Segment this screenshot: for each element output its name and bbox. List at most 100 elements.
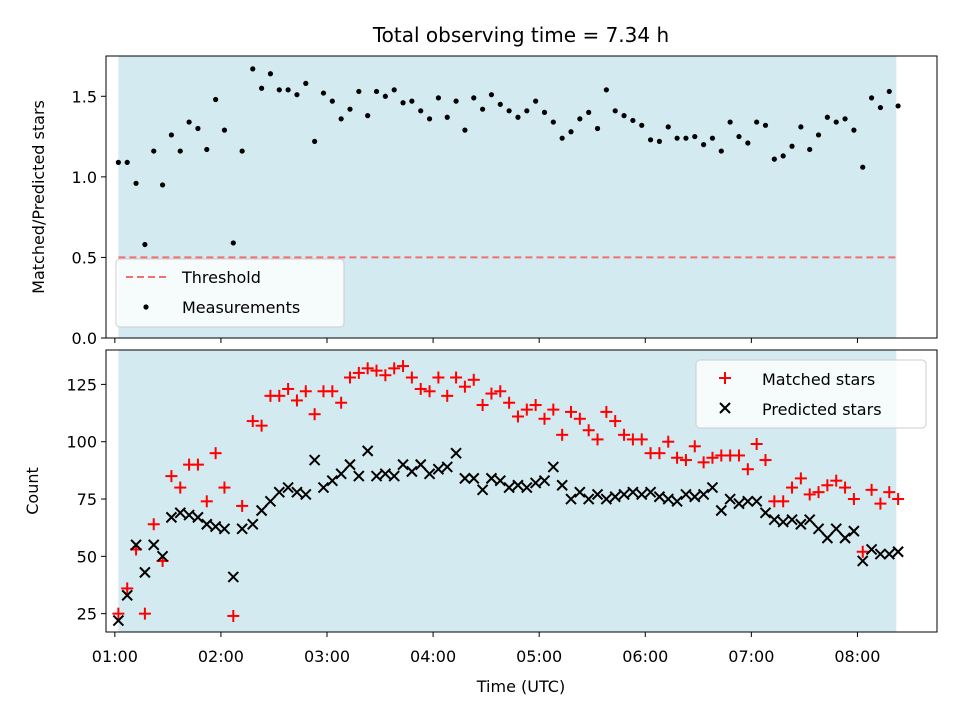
measurement-point: [168, 132, 175, 138]
matched-stars-point: [892, 493, 905, 506]
legend-matched-swatch: [719, 372, 731, 384]
matched-stars-point: [653, 447, 666, 460]
y-tick-label: 100: [66, 433, 97, 452]
matched-stars-point: [865, 483, 878, 496]
matched-stars-point: [441, 389, 454, 402]
predicted-stars-point: [450, 447, 462, 459]
measurement-point: [568, 129, 574, 135]
measurement-point: [798, 124, 804, 130]
predicted-stars-point: [503, 481, 515, 494]
measurement-point: [709, 135, 716, 141]
measurement-point: [338, 116, 344, 122]
measurement-point: [435, 95, 441, 101]
predicted-stars-point: [335, 468, 347, 480]
measurement-point: [159, 182, 166, 188]
predicted-stars-point: [821, 532, 834, 544]
measurement-point: [860, 164, 866, 170]
measurement-point: [541, 109, 548, 115]
predicted-stars-point: [209, 520, 222, 533]
matched-stars-point: [227, 609, 240, 622]
bottom-plot-frame: [105, 349, 938, 633]
measurement-point: [356, 88, 362, 95]
measurement-point: [347, 106, 353, 112]
matched-stars-point: [147, 518, 160, 531]
matched-stars-point: [856, 545, 869, 558]
measurement-point: [594, 125, 601, 132]
matched-stars-point: [494, 385, 507, 398]
top-y-axis: 0.0 0.5 1.0 1.5: [72, 87, 106, 348]
measurement-point: [851, 127, 857, 133]
matched-stars-point: [556, 428, 569, 441]
top-measurements-series: [115, 66, 901, 248]
measurement-point: [400, 100, 406, 106]
matched-stars-point: [671, 451, 684, 464]
x-tick-label: 06:00: [622, 647, 668, 666]
matched-stars-point: [759, 454, 772, 467]
measurement-point: [444, 114, 450, 120]
predicted-stars-point: [130, 539, 142, 551]
bottom-x-axis: 01:00 02:00 03:00 04:00 05:00 06:00 07:00 08:00: [92, 632, 880, 666]
measurement-point: [471, 95, 477, 101]
matched-stars-point: [777, 495, 790, 508]
matched-stars-point: [741, 463, 754, 476]
matched-stars-point: [635, 433, 648, 446]
matched-stars-point: [174, 481, 187, 494]
measurement-point: [133, 180, 139, 186]
measurement-point: [559, 135, 565, 141]
matched-stars-point: [511, 410, 524, 423]
matched-stars-point: [520, 403, 533, 416]
measurement-point: [577, 116, 583, 122]
matched-stars-point: [308, 408, 321, 421]
legend-predicted-swatch: [719, 402, 731, 414]
matched-stars-point: [209, 447, 222, 460]
legend-measurements-swatch: [143, 304, 149, 310]
predicted-stars-point: [529, 477, 542, 489]
x-tick-label: 04:00: [410, 647, 456, 666]
top-y-axis-label: Matched/Predicted stars: [29, 100, 48, 294]
y-tick-label: 0.0: [72, 329, 97, 348]
predicted-stars-point: [671, 495, 683, 508]
bottom-panel: 25 50 75 100 125 01:00 02:00 03:00 04:00 05:00 06…: [23, 349, 938, 696]
measurement-point: [533, 98, 539, 104]
measurement-point: [506, 108, 512, 114]
predicted-stars-point: [565, 493, 577, 505]
measurement-point: [824, 114, 830, 120]
predicted-stars-point: [121, 589, 133, 602]
predicted-stars-point: [653, 491, 666, 503]
predicted-stars-point: [786, 513, 798, 526]
matched-stars-point: [485, 387, 498, 400]
measurement-point: [701, 142, 707, 148]
y-tick-label: 1.5: [72, 87, 97, 106]
legend-threshold-label: Threshold: [181, 268, 261, 287]
measurement-point: [515, 114, 521, 120]
x-tick-label: 02:00: [198, 647, 244, 666]
measurement-point: [674, 135, 680, 141]
matched-stars-point: [218, 481, 231, 494]
matched-stars-point: [450, 371, 463, 384]
measurement-point: [692, 133, 698, 140]
measurement-point: [382, 93, 388, 99]
matched-stars-point: [335, 396, 348, 409]
matched-stars-point: [236, 499, 249, 512]
measurement-point: [727, 119, 733, 125]
predicted-stars-point: [476, 484, 489, 496]
predicted-stars-point: [264, 495, 277, 508]
measurement-point: [877, 104, 884, 111]
measurement-point: [213, 96, 219, 103]
matched-stars-point: [282, 382, 295, 395]
measurement-point: [754, 119, 760, 125]
predicted-stars-point: [609, 491, 621, 503]
predicted-stars-point: [839, 532, 851, 544]
predicted-stars-point: [353, 470, 365, 482]
measurement-point: [656, 138, 663, 145]
matched-stars-point: [803, 488, 816, 501]
predicted-stars-point: [627, 486, 639, 498]
predicted-stars-point: [556, 479, 568, 491]
predicted-stars-point: [236, 523, 248, 535]
top-panel: 0.0 0.5 1.0 1.5 Total observing time = 7.34…: [29, 23, 938, 348]
measurement-point: [488, 92, 495, 98]
predicted-stars-point: [538, 474, 551, 487]
measurement-point: [391, 87, 397, 93]
x-tick-label: 03:00: [304, 647, 350, 666]
